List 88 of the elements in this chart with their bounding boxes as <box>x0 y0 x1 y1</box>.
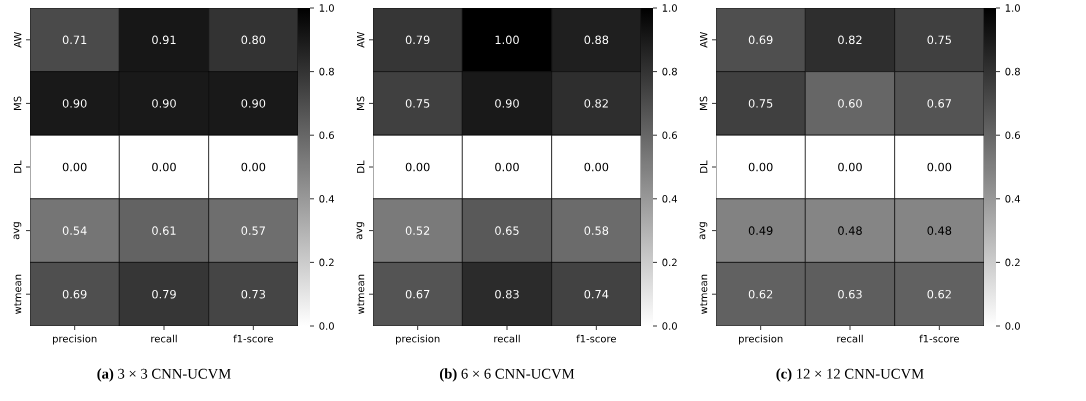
data-label: 0.83 <box>495 289 519 299</box>
y-tick-label: AW <box>700 32 708 48</box>
color-bar-label: 0.8 <box>319 67 334 76</box>
color-bar-label: 0.0 <box>662 322 677 330</box>
data-label: 0.63 <box>838 289 862 299</box>
data-label: 0.75 <box>405 99 430 108</box>
color-bar-label: 0.8 <box>1005 67 1020 76</box>
x-tick-label: precision <box>396 334 440 345</box>
data-label: 0.60 <box>838 99 862 108</box>
data-label: 0.67 <box>405 289 430 299</box>
data-label: 0.48 <box>838 226 862 235</box>
y-tick-label: MS <box>699 96 708 110</box>
data-label: 0.00 <box>584 162 609 172</box>
data-label: 0.69 <box>748 35 773 45</box>
data-label: 0.00 <box>62 162 87 172</box>
data-label: 0.80 <box>241 35 266 45</box>
data-label: 0.00 <box>241 162 266 172</box>
data-label: 0.74 <box>584 289 609 299</box>
y-tick-label: wtmean <box>700 274 708 315</box>
y-tick-label: avg <box>356 222 365 240</box>
data-label: 0.00 <box>152 162 176 172</box>
data-label: 0.90 <box>62 99 87 108</box>
y-tick-label: wtmean <box>357 274 365 315</box>
data-label: 0.00 <box>495 162 519 172</box>
color-bar-label: 0.2 <box>1005 258 1020 267</box>
color-bar-label: 0.2 <box>319 258 334 267</box>
data-label: 0.58 <box>584 226 609 235</box>
text: (c) 12 × 12 CNN-UCVM <box>776 368 924 382</box>
data-label: 0.62 <box>927 289 951 299</box>
data-label: 0.69 <box>62 289 87 299</box>
y-tick-label: MS <box>13 96 22 110</box>
data-label: 0.71 <box>62 35 87 45</box>
data-label: 0.90 <box>495 99 519 108</box>
color-bar-label: 0.0 <box>319 322 334 330</box>
y-tick-label: DL <box>14 160 22 173</box>
data-label: 0.48 <box>927 226 952 235</box>
data-label: 0.73 <box>241 289 266 299</box>
y-tick-label: AW <box>14 32 22 48</box>
x-tick-label: precision <box>53 334 97 345</box>
color-bar-label: 0.4 <box>319 195 335 203</box>
x-tick-label: f1-score <box>233 334 273 343</box>
data-label: 0.79 <box>405 35 430 45</box>
y-tick-label: avg <box>13 222 22 240</box>
color-bar-label: 1.0 <box>1005 4 1020 12</box>
color-bar-label: 0.2 <box>662 258 677 267</box>
data-label: 0.54 <box>62 226 87 235</box>
text: (a) 3 × 3 CNN-UCVM <box>97 368 231 382</box>
color-bar-label: 0.0 <box>1005 322 1020 330</box>
x-tick-label: recall <box>151 334 177 343</box>
color-bar-label: 1.0 <box>662 4 677 12</box>
data-label: 0.82 <box>584 99 608 108</box>
data-label: 0.67 <box>927 99 951 108</box>
y-tick-label: wtmean <box>14 274 22 315</box>
y-tick-label: DL <box>357 160 365 173</box>
data-label: 0.91 <box>152 35 176 45</box>
data-label: 0.90 <box>241 99 266 108</box>
data-label: 0.65 <box>495 226 519 235</box>
data-label: 0.52 <box>405 226 430 235</box>
data-label: 0.00 <box>927 162 952 172</box>
color-bar-label: 0.8 <box>662 67 677 76</box>
x-tick-label: f1-score <box>919 334 959 343</box>
data-label: 0.00 <box>838 162 862 172</box>
data-label: 0.90 <box>152 99 176 108</box>
color-bar-label: 0.4 <box>1005 195 1021 203</box>
y-tick-label: DL <box>700 160 708 173</box>
y-tick-label: AW <box>357 32 365 48</box>
color-bar-label: 0.4 <box>662 195 678 203</box>
data-label: 0.82 <box>838 35 862 45</box>
data-label: 0.62 <box>748 289 773 299</box>
x-tick-label: precision <box>739 334 783 345</box>
x-tick-label: recall <box>494 334 520 343</box>
y-tick-label: MS <box>356 96 365 110</box>
color-bar-label: 0.6 <box>319 131 334 139</box>
data-label: 0.57 <box>241 226 265 235</box>
data-label: 1.00 <box>495 35 519 45</box>
data-label: 0.88 <box>584 35 609 45</box>
x-tick-label: recall <box>837 334 863 343</box>
data-label: 0.79 <box>152 289 176 299</box>
color-bar-label: 1.0 <box>319 4 334 12</box>
x-tick-label: f1-score <box>576 334 616 343</box>
color-bar-label: 0.6 <box>1005 131 1020 139</box>
data-label: 0.00 <box>405 162 430 172</box>
text: (b) 6 × 6 CNN-UCVM <box>439 368 575 382</box>
data-label: 0.61 <box>152 226 176 235</box>
y-tick-label: avg <box>699 222 708 240</box>
data-label: 0.75 <box>927 35 951 45</box>
color-bar-label: 0.6 <box>662 131 677 139</box>
data-label: 0.00 <box>748 162 773 172</box>
